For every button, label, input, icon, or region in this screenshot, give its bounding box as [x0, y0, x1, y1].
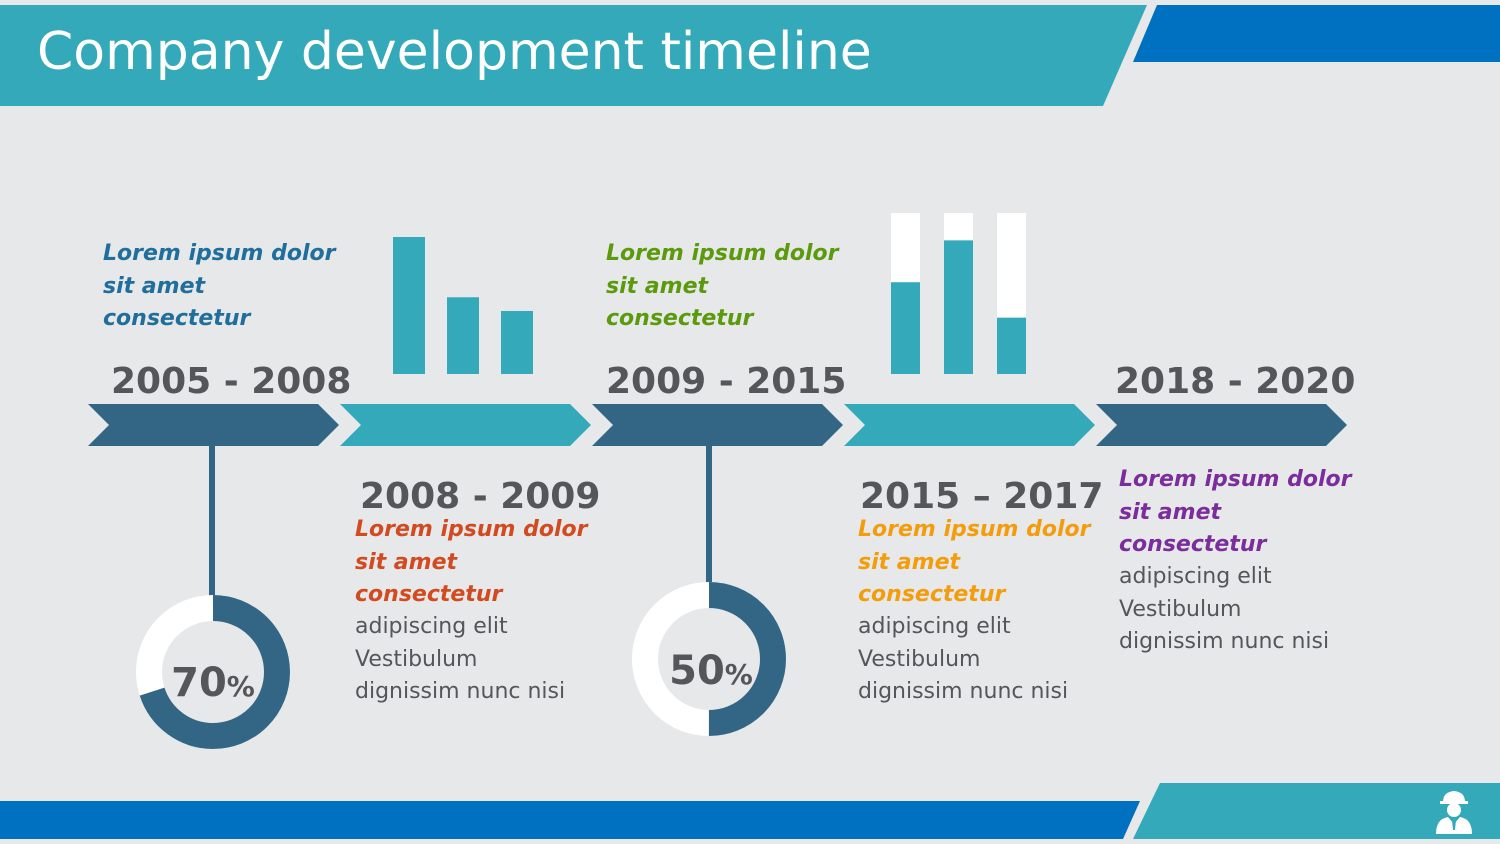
- stage-5-body-line: Vestibulum: [1119, 596, 1242, 622]
- timeline-arrow-1: [88, 404, 339, 446]
- stage-5-body-line: dignissim nunc nisi: [1119, 629, 1330, 654]
- stage-2-heading-line: Lorem ipsum dolor: [355, 517, 588, 542]
- percent-symbol: %: [724, 658, 753, 691]
- stage-3-percent: 50%: [650, 648, 772, 694]
- stage-2-body: adipiscing elit Vestibulum dignissim nun…: [355, 611, 565, 709]
- donut-value-arc: [136, 595, 290, 749]
- timeline-arrow-2: [340, 404, 591, 446]
- stage-2-bar-chart: [393, 237, 533, 374]
- stage-2-heading-line: consectetur: [355, 582, 503, 607]
- bar-3: [997, 317, 1026, 374]
- stage-4-body: adipiscing elit Vestibulum dignissim nun…: [858, 611, 1068, 709]
- percent-number: 50: [669, 648, 725, 694]
- stage-4-heading-line: consectetur: [858, 582, 1006, 607]
- percent-number: 70: [171, 660, 227, 706]
- bar-2: [447, 297, 479, 374]
- stage-5-period: 2018 - 2020: [1115, 361, 1356, 402]
- timeline-arrow-3: [592, 404, 843, 446]
- stage-2-body-line: dignissim nunc nisi: [355, 679, 566, 704]
- title-banner: [0, 5, 1147, 106]
- stage-4-heading-line: sit amet: [858, 549, 961, 575]
- stage-2-heading: Lorem ipsum dolor sit amet consectetur: [355, 514, 587, 612]
- stage-1-heading-line: sit amet: [103, 273, 206, 299]
- timeline-arrow-4: [844, 404, 1095, 446]
- stage-3-heading: Lorem ipsum dolor sit amet consectetur: [606, 238, 838, 336]
- stage-1-percent: 70%: [152, 660, 274, 706]
- stage-5-body-line: adipiscing elit: [1119, 564, 1272, 589]
- stage-5-heading-line: sit amet: [1119, 499, 1222, 525]
- stage-1-heading: Lorem ipsum dolor sit amet consectetur: [103, 238, 335, 336]
- footer-accent: [1133, 783, 1500, 839]
- stage-3-donut: [632, 582, 786, 736]
- stage-1-heading-line: consectetur: [103, 306, 251, 331]
- stage-4-body-line: adipiscing elit: [858, 614, 1011, 639]
- stage-2-period: 2008 - 2009: [360, 476, 601, 517]
- stage-3-period: 2009 - 2015: [606, 361, 847, 402]
- stage-5-heading-line: consectetur: [1119, 532, 1267, 557]
- donut-value-arc: [632, 582, 786, 736]
- bar-1: [891, 282, 920, 374]
- stage-2-heading-line: sit amet: [355, 549, 458, 575]
- stage-3-heading-line: Lorem ipsum dolor: [606, 241, 839, 266]
- stage-3-heading-line: consectetur: [606, 306, 754, 331]
- bar-2: [944, 240, 973, 374]
- stage-5-heading-line: Lorem ipsum dolor: [1119, 467, 1352, 492]
- percent-symbol: %: [226, 670, 255, 703]
- stage-4-period: 2015 – 2017: [860, 476, 1104, 517]
- bar-3: [501, 310, 533, 374]
- stage-5-body: adipiscing elit Vestibulum dignissim nun…: [1119, 561, 1329, 659]
- engineer-icon: [1436, 791, 1472, 834]
- bar-1: [393, 237, 425, 374]
- stage-2-body-line: adipiscing elit: [355, 614, 508, 639]
- stage-4-body-line: dignissim nunc nisi: [858, 679, 1069, 704]
- stage-4-heading: Lorem ipsum dolor sit amet consectetur: [858, 514, 1090, 612]
- footer-band: [0, 801, 1140, 839]
- stage-2-body-line: Vestibulum: [355, 646, 478, 672]
- header-accent: [1133, 5, 1500, 62]
- stage-1-donut: [136, 595, 290, 749]
- stage-4-heading-line: Lorem ipsum dolor: [858, 517, 1091, 542]
- stage-1-heading-line: Lorem ipsum dolor: [103, 241, 336, 266]
- stage-1-period: 2005 - 2008: [111, 361, 352, 402]
- stage-5-heading: Lorem ipsum dolor sit amet consectetur: [1119, 464, 1351, 562]
- page-title: Company development timeline: [37, 22, 872, 82]
- stage-3-heading-line: sit amet: [606, 273, 709, 299]
- stage-4-stacked-bar-chart: [891, 213, 1026, 374]
- stage-4-body-line: Vestibulum: [858, 646, 981, 672]
- timeline-arrow-5: [1096, 404, 1347, 446]
